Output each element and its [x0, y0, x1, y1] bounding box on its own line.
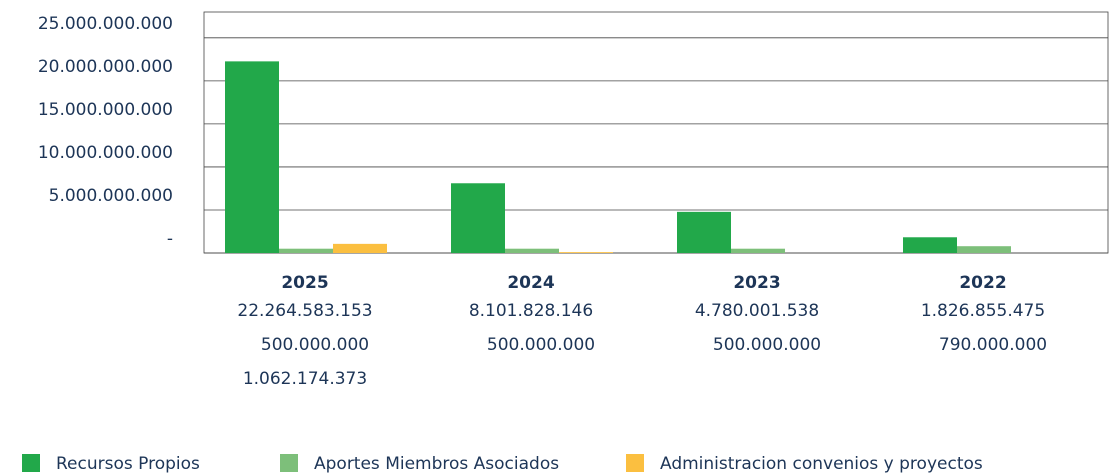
- value-label: 8.101.828.146: [469, 301, 593, 321]
- legend-swatch: [22, 454, 40, 472]
- value-label: 790.000.000: [939, 335, 1047, 355]
- legend-swatch: [626, 454, 644, 472]
- y-tick-label: 10.000.000.000: [38, 143, 173, 163]
- bar: [279, 248, 333, 253]
- value-label: 1.062.174.373: [243, 369, 367, 389]
- x-tick-label: 2024: [507, 273, 554, 293]
- y-tick-label: 15.000.000.000: [38, 100, 173, 120]
- bar: [333, 243, 387, 253]
- legend-swatch: [280, 454, 298, 472]
- value-label: 4.780.001.538: [695, 301, 819, 321]
- bar: [559, 252, 613, 253]
- legend-label: Aportes Miembros Asociados: [314, 454, 559, 474]
- x-tick-label: 2025: [281, 273, 328, 293]
- y-tick-label: -: [167, 229, 173, 249]
- bar: [731, 248, 785, 253]
- bar: [225, 61, 279, 253]
- value-label: 500.000.000: [713, 335, 821, 355]
- plot-frame: [203, 11, 1109, 254]
- x-tick-label: 2023: [733, 273, 780, 293]
- value-label: 500.000.000: [487, 335, 595, 355]
- bar: [957, 246, 1011, 253]
- legend-label: Recursos Propios: [56, 454, 200, 474]
- bar: [903, 237, 957, 253]
- bar: [451, 183, 505, 253]
- legend-label: Administracion convenios y proyectos: [660, 454, 983, 474]
- bar: [677, 211, 731, 253]
- value-label: 1.826.855.475: [921, 301, 1045, 321]
- x-tick-label: 2022: [959, 273, 1006, 293]
- y-tick-label: 20.000.000.000: [38, 57, 173, 77]
- y-tick-label: 25.000.000.000: [38, 14, 173, 34]
- value-label: 500.000.000: [261, 335, 369, 355]
- bar: [505, 248, 559, 253]
- y-tick-label: 5.000.000.000: [49, 186, 173, 206]
- value-label: 22.264.583.153: [237, 301, 372, 321]
